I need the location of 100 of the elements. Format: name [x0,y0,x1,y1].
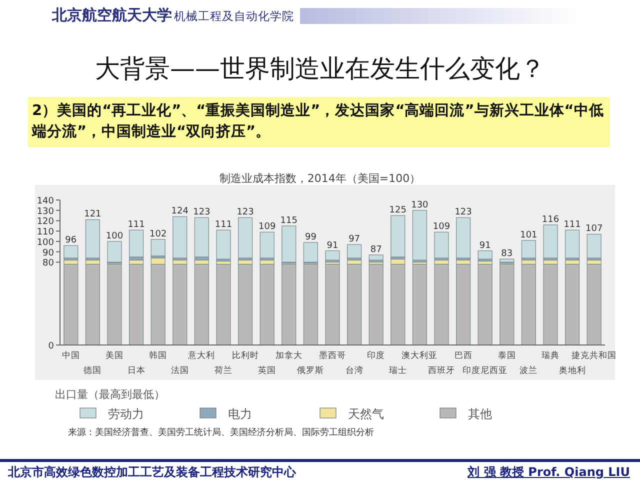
bar [260,264,274,346]
x-tick-label: 印度尼西亚 [462,365,508,376]
total-label: 116 [542,214,560,225]
bar [434,264,449,346]
bar [303,264,318,346]
footer-right: 刘 强 教授 Prof. Qiang LIU [468,464,630,480]
bar [282,264,296,346]
bar [282,226,296,262]
footer-left: 北京市高效绿色数控加工工艺及装备工程技术研究中心 [8,464,296,480]
x-tick-label: 台湾 [345,365,364,376]
bar [347,264,362,346]
slide-title: 大背景——世界制造业在发生什么变化？ [94,53,546,85]
x-tick-label: 英国 [258,365,276,376]
total-label: 121 [84,210,102,220]
x-tick-label: 印度 [367,350,386,361]
total-label: 111 [128,220,145,230]
y-tick-label: 110 [36,228,54,238]
total-label: 100 [106,231,124,242]
subtitle: 2）美国的“再工业化”、“重振美国制造业”，发达国家“高端回流”与新兴工业体“中低端分流”，中国制造业“双向挤压”。 [28,97,610,147]
total-label: 102 [150,229,167,240]
y-tick-label: 130 [36,206,54,217]
x-tick-label: 墨西哥 [319,350,346,361]
x-tick-label: 加拿大 [275,350,302,361]
bar [194,217,209,258]
x-tick-label: 瑞典 [542,350,560,361]
header-university: 北京航空航天大学 [52,6,172,25]
x-tick-label: 俄罗斯 [297,365,324,376]
header-college: 机械工程及自动化学院 [174,9,294,24]
total-label: 91 [326,240,338,251]
bar [521,264,536,346]
bar [390,215,406,258]
bar [586,264,602,346]
total-label: 124 [171,206,189,217]
bar [456,264,471,346]
total-label: 130 [411,200,429,210]
bar [172,264,188,346]
bar [565,264,580,346]
total-label: 99 [304,232,317,242]
x-tick-label: 日本 [127,365,146,376]
bar [368,254,384,260]
bar [521,240,536,258]
bar [216,230,231,260]
total-label: 125 [389,206,406,216]
bar [412,264,427,346]
bar [64,245,78,258]
bar [85,264,100,346]
y-tick-label: 140 [36,196,54,206]
x-tick-label: 韩国 [149,350,168,361]
legend-label: 电力 [228,407,252,421]
bar [347,244,362,258]
bar [107,264,122,346]
bar [543,224,558,258]
bar [172,216,188,258]
bar [150,239,166,256]
total-label: 123 [236,208,254,218]
bar [565,230,580,258]
x-tick-label: 西班牙 [428,365,455,376]
bar [238,217,253,258]
bar [129,230,144,258]
x-axis-title: 出口量（最高到最低） [55,388,165,401]
y-tick-label: 0 [48,342,54,352]
x-tick-label: 中国 [62,350,80,361]
x-tick-label: 泰国 [498,350,516,361]
y-tick-label: 90 [42,248,54,258]
x-tick-label: 比利时 [232,350,259,361]
bar [325,250,340,260]
bar [456,217,471,258]
bar [216,264,231,346]
bar [303,242,318,262]
bar [500,258,514,262]
x-tick-label: 法国 [170,365,189,376]
total-label: 109 [432,222,450,232]
bar [412,210,427,260]
total-label: 97 [348,234,360,245]
bar [129,264,144,346]
total-label: 87 [370,244,382,255]
bar [194,264,209,346]
bar [260,232,274,258]
bar [586,234,602,258]
bar [543,264,558,346]
bar [64,264,78,346]
x-tick-label: 捷克共和国 [572,350,617,361]
total-label: 91 [479,240,491,251]
x-tick-label: 奥地利 [558,365,586,376]
x-tick-label: 波兰 [520,365,538,376]
x-tick-label: 美国 [106,350,124,361]
total-label: 83 [501,249,513,260]
x-tick-label: 德国 [84,365,102,376]
y-tick-label: 80 [42,258,54,269]
total-label: 111 [214,220,232,230]
y-tick-label: 100 [36,238,54,248]
chart-title: 制造业成本指数，2014年（美国=100） [219,172,421,185]
bar [478,264,492,346]
total-label: 111 [564,220,581,230]
bar [478,250,492,260]
y-tick-label: 120 [36,217,54,228]
legend-label: 劳动力 [108,407,144,421]
total-label: 101 [520,230,538,240]
total-label: 123 [454,208,472,218]
x-tick-label: 巴西 [454,351,472,361]
